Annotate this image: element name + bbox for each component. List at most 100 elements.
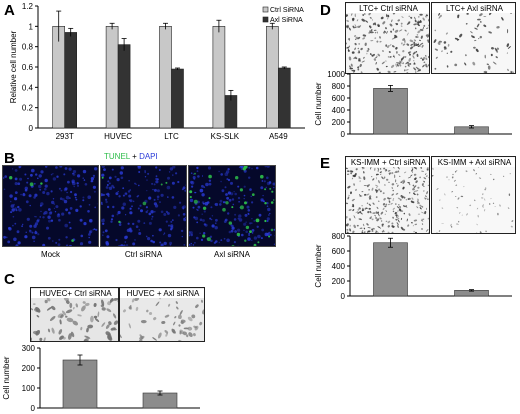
cell-blob	[112, 313, 117, 319]
cell-blob	[391, 172, 394, 175]
dapi-nucleus	[186, 234, 187, 236]
dapi-nucleus	[245, 230, 248, 234]
cell-blob	[383, 197, 386, 201]
dapi-nucleus	[125, 192, 127, 195]
dapi-nucleus	[75, 208, 79, 212]
dapi-nucleus	[266, 217, 270, 221]
tunel-positive-cell	[264, 188, 267, 191]
cell-blob	[413, 230, 415, 233]
cell-blob	[406, 61, 409, 64]
dapi-nucleus	[56, 214, 61, 218]
cell-blob	[388, 201, 391, 203]
cell-blob	[43, 337, 46, 341]
dapi-nucleus	[228, 198, 232, 202]
dapi-nucleus	[112, 205, 115, 209]
dapi-nucleus	[221, 189, 225, 193]
dapi-nucleus	[177, 180, 180, 184]
chart-e: 0 200 400 600 800 Cell number	[314, 232, 512, 301]
dapi-nucleus	[218, 170, 220, 173]
cell-blob	[400, 57, 404, 61]
cell-blob	[488, 203, 491, 205]
dapi-nucleus	[111, 168, 114, 171]
dapi-nucleus	[262, 200, 265, 203]
dapi-nucleus	[105, 193, 108, 195]
dapi-nucleus	[266, 176, 269, 180]
tunel-positive-cell	[142, 201, 147, 206]
y-axis-label: Cell number	[314, 244, 323, 287]
cell-blob	[412, 184, 415, 187]
cell-blob	[94, 317, 100, 323]
dapi-nucleus	[114, 175, 117, 178]
fluorescence-image-ctrl	[100, 165, 187, 247]
cell-blob	[397, 214, 399, 218]
dapi-nucleus	[82, 169, 87, 174]
cell-blob	[409, 39, 414, 43]
tunel-positive-cell	[268, 235, 271, 238]
cell-blob	[407, 224, 410, 227]
dapi-nucleus	[150, 239, 153, 243]
dapi-nucleus	[200, 238, 204, 241]
cell-blob	[413, 166, 417, 169]
cell-blob	[385, 27, 387, 30]
dapi-nucleus	[177, 214, 180, 217]
dapi-nucleus	[105, 242, 110, 246]
cell-blob	[397, 197, 401, 200]
dapi-nucleus	[48, 208, 51, 211]
cell-blob	[31, 337, 33, 341]
dapi-nucleus	[40, 202, 44, 206]
cell-blob	[93, 303, 97, 307]
cell-blob	[481, 197, 484, 199]
cell-blob	[391, 37, 396, 40]
cell-blob	[109, 297, 114, 303]
cell-blob	[377, 226, 380, 228]
cell-blob	[369, 26, 372, 29]
bar-axl	[117, 44, 131, 129]
cell-blob	[90, 315, 94, 323]
cell-blob	[496, 47, 500, 50]
legend-label: Ctrl SiRNA	[270, 7, 304, 14]
dapi-nucleus	[92, 185, 96, 189]
cell-blob	[413, 39, 416, 41]
dapi-nucleus	[111, 184, 114, 188]
micrograph-ltc-ctrl: LTC+ Ctrl siRNA	[345, 2, 430, 74]
dapi-nucleus	[249, 222, 252, 225]
cell-blob	[398, 204, 400, 206]
cell-blob	[391, 19, 393, 23]
cell-blob	[469, 204, 472, 207]
cell-blob	[396, 63, 399, 67]
cell-blob	[148, 311, 153, 316]
dapi-nucleus	[88, 204, 91, 206]
dapi-nucleus	[138, 232, 142, 235]
chart-a: 0 0.2 0.4 0.6 0.8 1 1.2 Relative cell number 293…	[9, 2, 305, 141]
cell-blob	[388, 172, 392, 175]
dapi-nucleus	[273, 243, 275, 246]
dapi-nucleus	[250, 195, 252, 198]
cell-blob	[396, 61, 400, 64]
cell-blob	[380, 211, 384, 215]
dapi-nucleus	[237, 196, 241, 200]
dapi-nucleus	[24, 186, 28, 190]
cell-blob	[386, 178, 389, 181]
cell-blob	[392, 199, 394, 201]
dapi-nucleus	[152, 234, 154, 237]
cell-blob	[402, 50, 405, 53]
cell-blob	[413, 60, 415, 62]
cell-blob	[421, 58, 424, 61]
cell-blob	[413, 185, 417, 188]
cell-blob	[72, 306, 75, 310]
dapi-nucleus	[30, 173, 33, 177]
y-axis-label: Cell number	[314, 82, 323, 125]
cell-blob	[454, 63, 458, 67]
x-tick-label: A549	[269, 132, 288, 141]
dapi-nucleus	[118, 223, 122, 226]
cell-blob	[128, 306, 133, 310]
bar-axl	[171, 68, 184, 129]
dapi-nucleus	[34, 231, 38, 235]
dapi-nucleus	[50, 190, 53, 193]
dapi-nucleus	[39, 204, 42, 207]
cell-blob	[401, 42, 403, 45]
cell-blob	[479, 35, 483, 39]
dapi-nucleus	[163, 232, 166, 234]
cell-blob	[482, 204, 484, 207]
cell-blob	[492, 178, 495, 181]
